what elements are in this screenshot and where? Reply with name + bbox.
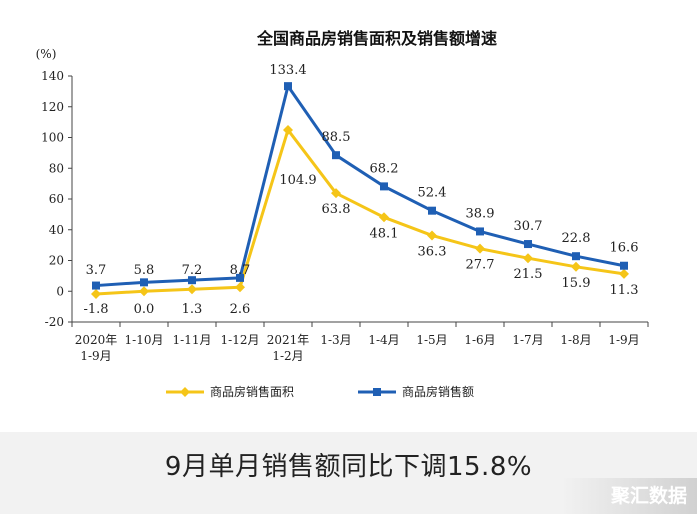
data-label-sales-area: 48.1 (370, 226, 399, 241)
data-label-sales-area: 27.7 (466, 258, 495, 273)
data-point-sales-value (140, 278, 148, 287)
axes: -20 0 20 40 60 80 100 120 140 2020年 1-9月 1-10月 1-11月… (41, 69, 649, 363)
y-tick-label: 40 (49, 223, 64, 237)
data-label-sales-area: 21.5 (514, 267, 543, 282)
data-label-sales-area: 11.3 (610, 283, 639, 298)
y-tick-label: 120 (41, 100, 64, 114)
data-point-sales-area (331, 188, 341, 199)
data-point-sales-value (236, 273, 244, 282)
data-point-sales-area (91, 289, 101, 300)
y-tick-label: 140 (41, 69, 64, 83)
x-tick-label: 1-9月 (80, 349, 111, 363)
y-tick-label: 20 (49, 254, 64, 268)
data-label-sales-value: 68.2 (370, 161, 399, 176)
data-label-sales-value: 30.7 (514, 219, 543, 234)
y-tick-label: -20 (45, 315, 64, 329)
caption-bar: 9月单月销售额同比下调15.8% 聚汇数据 (0, 432, 697, 514)
line-chart: 全国商品房销售面积及销售额增速 (%) -20 0 20 40 60 80 100 120 14… (36, 29, 649, 399)
y-tick-label: 100 (41, 131, 64, 145)
data-point-sales-area (619, 268, 629, 279)
y-axis-unit: (%) (36, 47, 57, 61)
data-label-sales-value: 5.8 (134, 263, 155, 278)
data-label-sales-area: -1.8 (83, 302, 108, 317)
data-point-sales-value (92, 281, 100, 290)
y-tick-label: 60 (49, 192, 64, 206)
data-label-sales-area: 104.9 (279, 173, 316, 188)
data-point-sales-area (187, 284, 197, 295)
series-layer: -1.8 0.0 1.3 2.6 104.9 63.8 48.1 36.3 27.7 21.5 15… (83, 63, 638, 317)
data-label-sales-value: 52.4 (418, 186, 447, 201)
x-tick-label: 1-7月 (512, 333, 543, 347)
data-label-sales-area: 36.3 (418, 244, 447, 259)
x-tick-label: 2020年 (75, 333, 118, 347)
data-label-sales-value: 16.6 (610, 241, 639, 256)
x-tick-label: 1-10月 (125, 333, 164, 347)
data-point-sales-area (379, 212, 389, 223)
data-point-sales-area (571, 261, 581, 272)
data-point-sales-value (524, 240, 532, 249)
x-tick-label: 1-4月 (368, 333, 399, 347)
chart-area: 全国商品房销售面积及销售额增速 (%) -20 0 20 40 60 80 100 120 14… (35, 29, 649, 399)
x-tick-label: 1-9月 (608, 333, 639, 347)
data-label-sales-value: 8.7 (230, 263, 251, 278)
data-label-sales-value: 7.2 (182, 263, 203, 278)
data-point-sales-area (139, 286, 149, 297)
data-label-sales-area: 15.9 (562, 276, 591, 291)
data-point-sales-value (380, 182, 388, 191)
x-tick-label: 1-11月 (173, 333, 212, 347)
chart-title: 全国商品房销售面积及销售额增速 (256, 29, 497, 48)
data-label-sales-value: 133.4 (269, 63, 306, 78)
data-point-sales-area (283, 124, 293, 135)
data-point-sales-area (523, 253, 533, 264)
data-label-sales-value: 3.7 (86, 263, 107, 278)
data-point-sales-value (620, 261, 628, 270)
y-tick-label: 0 (56, 284, 64, 298)
x-tick-label: 1-12月 (221, 333, 260, 347)
legend-marker (373, 388, 381, 396)
watermark: 聚汇数据 (561, 478, 697, 514)
x-tick-label: 1-2月 (272, 349, 303, 363)
series-line-sales-area (95, 128, 625, 296)
x-tick-label: 1-5月 (416, 333, 447, 347)
legend-marker (180, 387, 190, 397)
data-point-sales-value (284, 82, 292, 91)
data-point-sales-area (475, 243, 485, 254)
data-point-sales-value (572, 252, 580, 261)
x-tick-label: 1-8月 (560, 333, 591, 347)
series-line-sales-value (95, 84, 625, 288)
data-label-sales-area: 1.3 (182, 302, 203, 317)
data-label-sales-area: 2.6 (230, 302, 251, 317)
data-label-sales-area: 63.8 (322, 202, 351, 217)
data-label-sales-value: 88.5 (322, 130, 351, 145)
data-point-sales-area (235, 282, 245, 293)
legend-label: 商品房销售额 (402, 384, 474, 399)
data-point-sales-value (428, 206, 436, 215)
data-label-sales-area: 0.0 (134, 302, 155, 317)
x-tick-label: 2021年 (267, 333, 310, 347)
x-tick-label: 1-6月 (464, 333, 495, 347)
data-point-sales-value (476, 227, 484, 236)
legend-label: 商品房销售面积 (210, 384, 294, 399)
caption-text: 9月单月销售额同比下调15.8% (164, 452, 533, 482)
data-point-sales-area (427, 230, 437, 241)
legend: 商品房销售面积 商品房销售额 (166, 384, 474, 399)
x-tick-label: 1-3月 (320, 333, 351, 347)
data-label-sales-value: 38.9 (466, 206, 495, 221)
y-tick-label: 80 (49, 161, 64, 175)
data-point-sales-value (332, 151, 340, 160)
data-point-sales-value (188, 276, 196, 285)
data-label-sales-value: 22.8 (562, 231, 591, 246)
